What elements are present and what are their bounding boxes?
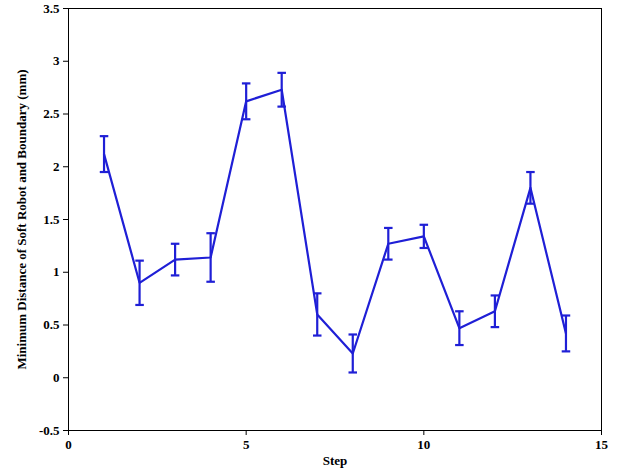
svg-text:-0.5: -0.5 [39, 423, 60, 438]
svg-text:5: 5 [243, 437, 250, 452]
svg-text:Step: Step [323, 453, 348, 468]
svg-text:1: 1 [53, 264, 60, 279]
svg-text:2.5: 2.5 [43, 106, 60, 121]
svg-text:15: 15 [595, 437, 609, 452]
svg-text:10: 10 [417, 437, 430, 452]
svg-text:3.5: 3.5 [43, 1, 60, 16]
svg-text:0: 0 [53, 370, 60, 385]
svg-text:2: 2 [53, 159, 60, 174]
svg-text:Minimum Distance of Soft Robot: Minimum Distance of Soft Robot and Bound… [14, 69, 29, 369]
svg-text:1.5: 1.5 [43, 212, 60, 227]
svg-text:3: 3 [53, 53, 60, 68]
svg-text:0.5: 0.5 [43, 317, 60, 332]
svg-text:0: 0 [65, 437, 72, 452]
